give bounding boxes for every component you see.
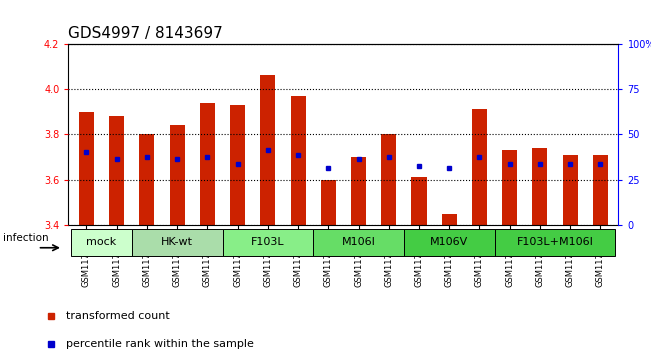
- Text: infection: infection: [3, 233, 49, 243]
- Bar: [472, 109, 487, 225]
- Bar: [441, 214, 457, 225]
- Text: mock: mock: [87, 237, 117, 247]
- Bar: [170, 125, 185, 225]
- Text: F103L+M106I: F103L+M106I: [516, 237, 594, 247]
- Bar: [321, 180, 336, 225]
- Text: GDS4997 / 8143697: GDS4997 / 8143697: [68, 26, 223, 41]
- Text: M106I: M106I: [342, 237, 376, 247]
- Text: M106V: M106V: [430, 237, 468, 247]
- Bar: [593, 155, 608, 225]
- Bar: [230, 105, 245, 225]
- Text: F103L: F103L: [251, 237, 284, 247]
- Text: HK-wt: HK-wt: [161, 237, 193, 247]
- Bar: [290, 96, 305, 225]
- Text: transformed count: transformed count: [66, 311, 170, 321]
- Bar: [502, 150, 517, 225]
- Text: percentile rank within the sample: percentile rank within the sample: [66, 339, 254, 349]
- FancyBboxPatch shape: [495, 229, 615, 256]
- FancyBboxPatch shape: [223, 229, 313, 256]
- Bar: [109, 116, 124, 225]
- FancyBboxPatch shape: [132, 229, 223, 256]
- FancyBboxPatch shape: [404, 229, 495, 256]
- FancyBboxPatch shape: [313, 229, 404, 256]
- Bar: [411, 178, 426, 225]
- Bar: [351, 157, 366, 225]
- Bar: [139, 134, 154, 225]
- FancyBboxPatch shape: [72, 229, 132, 256]
- Bar: [562, 155, 577, 225]
- Bar: [200, 103, 215, 225]
- Bar: [533, 148, 547, 225]
- Bar: [79, 112, 94, 225]
- Bar: [381, 134, 396, 225]
- Bar: [260, 76, 275, 225]
